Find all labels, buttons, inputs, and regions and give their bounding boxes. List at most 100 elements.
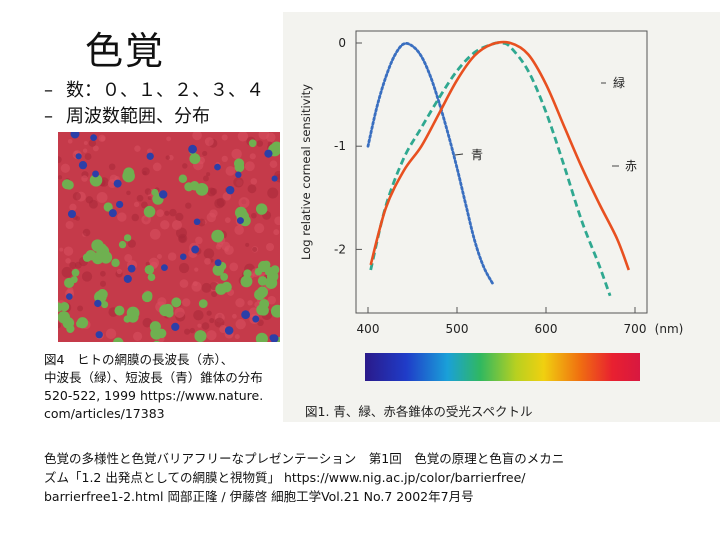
red-cone xyxy=(178,262,190,274)
green-cone xyxy=(118,240,127,249)
red-cone xyxy=(116,268,123,275)
blue-cone xyxy=(127,264,136,273)
green-cone xyxy=(112,337,124,342)
blue-cone xyxy=(78,161,88,170)
red-cone xyxy=(204,137,214,147)
green-cone xyxy=(240,277,251,287)
blue-cone xyxy=(123,274,132,283)
red-cone xyxy=(202,150,208,157)
red-cone xyxy=(61,266,73,278)
red-cone xyxy=(156,209,164,217)
series-line-3 xyxy=(369,40,631,271)
x-tick-label: 700 xyxy=(624,322,647,336)
caption-line: 図4 ヒトの網膜の長波長（赤）、 xyxy=(44,352,234,367)
red-cone xyxy=(117,212,127,222)
red-cone xyxy=(81,271,93,282)
green-cone xyxy=(198,299,208,309)
green-cone xyxy=(243,269,252,278)
red-cone xyxy=(166,136,171,142)
bullet-range: – 周波数範囲、分布 xyxy=(44,102,210,128)
red-cone xyxy=(100,270,106,277)
red-cone xyxy=(222,192,231,201)
red-cone xyxy=(235,298,245,308)
blue-cone xyxy=(171,322,180,331)
green-cone xyxy=(71,268,80,277)
red-cone xyxy=(75,216,81,221)
series-line-1 xyxy=(366,42,494,285)
blue-cone xyxy=(264,149,273,158)
green-cone xyxy=(178,174,188,183)
green-cone xyxy=(141,291,153,303)
red-cone xyxy=(211,291,218,298)
red-cone xyxy=(182,163,188,169)
x-tick-label: 500 xyxy=(446,322,469,336)
red-cone xyxy=(171,219,183,231)
red-cone xyxy=(174,307,185,318)
red-cone xyxy=(185,202,192,209)
red-cone xyxy=(267,187,279,199)
green-cone xyxy=(126,306,140,320)
green-cone xyxy=(234,162,245,173)
blue-cone xyxy=(214,163,221,171)
caption-line: 520-522, 1999 https://www.nature. xyxy=(44,388,264,403)
red-cone xyxy=(234,225,244,235)
red-cone xyxy=(210,188,218,196)
blue-cone xyxy=(191,245,200,254)
blue-cone xyxy=(113,179,122,188)
green-cone xyxy=(156,328,167,339)
red-cone xyxy=(225,166,236,176)
red-cone xyxy=(250,178,258,185)
green-cone xyxy=(59,302,70,312)
green-cone xyxy=(255,332,268,342)
red-cone xyxy=(256,140,264,147)
red-cone xyxy=(202,175,209,182)
red-cone xyxy=(182,298,191,307)
blue-cone xyxy=(67,209,77,219)
red-cone xyxy=(58,175,63,180)
y-tick-label: -2 xyxy=(334,242,346,256)
bullet-count: – 数：０、１、２、３、４ xyxy=(44,76,264,102)
red-cone xyxy=(224,245,234,255)
red-cone xyxy=(206,310,212,316)
red-cone xyxy=(209,317,215,324)
reference-text: 色覚の多様性と色覚バリアフリーなプレゼンテーション 第1回 色覚の原理と色盲のメ… xyxy=(44,449,704,506)
red-cone xyxy=(164,210,170,216)
red-cone xyxy=(273,229,280,236)
red-cone xyxy=(245,242,250,247)
plot-frame xyxy=(355,30,648,314)
red-cone xyxy=(189,327,195,334)
red-cone xyxy=(67,138,73,144)
reference-line: ズム「1.2 出発点としての網膜と視物質」 https://www.nig.ac… xyxy=(44,470,526,485)
red-cone xyxy=(179,279,189,288)
blue-cone xyxy=(193,218,201,226)
red-cone xyxy=(258,132,270,140)
blue-cone xyxy=(188,144,197,154)
red-cone xyxy=(83,140,88,145)
green-cone xyxy=(147,273,156,282)
red-cone xyxy=(58,322,62,329)
x-tick-label: 400 xyxy=(357,322,380,336)
blue-cone xyxy=(146,152,154,160)
red-cone xyxy=(247,184,257,194)
green-cone xyxy=(171,297,182,308)
green-cone xyxy=(270,141,280,154)
reference-line: 色覚の多様性と色覚バリアフリーなプレゼンテーション 第1回 色覚の原理と色盲のメ… xyxy=(44,451,565,466)
green-cone xyxy=(144,264,155,275)
red-cone xyxy=(105,328,117,339)
bullet-text: 周波数範囲、分布 xyxy=(66,106,210,127)
figure-caption: 図4 ヒトの網膜の長波長（赤）、 中波長（緑）、短波長（青）錐体の分布 520-… xyxy=(44,351,280,423)
red-cone xyxy=(204,257,211,265)
series-label-leader xyxy=(454,153,464,156)
red-cone xyxy=(88,139,97,147)
red-cone xyxy=(142,171,147,176)
red-cone xyxy=(244,161,255,172)
green-cone xyxy=(143,205,156,218)
caption-line: 中波長（緑）、短波長（青）錐体の分布 xyxy=(44,370,263,385)
blue-cone xyxy=(235,171,242,178)
red-cone xyxy=(69,203,77,211)
red-cone xyxy=(201,322,210,330)
bullet-dash: – xyxy=(44,106,53,127)
slide-title: 色覚 xyxy=(85,29,166,73)
red-cone xyxy=(197,323,202,328)
blue-cone xyxy=(236,217,244,225)
